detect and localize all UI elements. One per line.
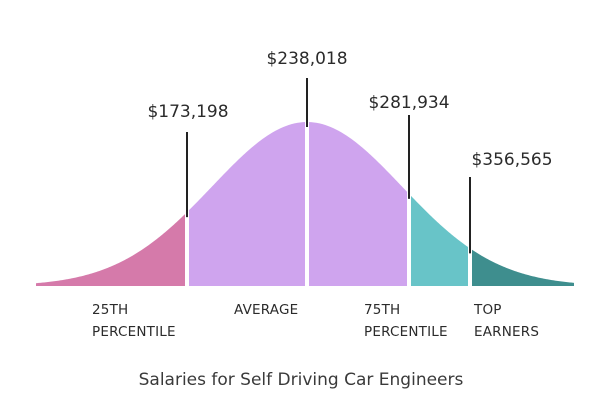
value-label-25th-percentile: $173,198 <box>147 102 228 122</box>
category-label-top-line1: TOP <box>473 302 502 318</box>
segment-25th-percentile <box>36 212 187 286</box>
category-label-75th-line1: 75TH <box>364 302 400 318</box>
value-label-top-earners: $356,565 <box>471 150 552 170</box>
category-label-average: AVERAGE <box>234 302 298 318</box>
chart-caption: Salaries for Self Driving Car Engineers <box>138 370 464 390</box>
category-label-25th-line1: 25TH <box>92 302 128 318</box>
category-label-75th-line2: PERCENTILE <box>364 324 448 340</box>
category-label-25th-line2: PERCENTILE <box>92 324 176 340</box>
value-label-average: $238,018 <box>266 49 347 69</box>
segment-average <box>187 122 409 286</box>
segment-75th-percentile <box>409 193 470 286</box>
category-label-top-line2: EARNERS <box>474 324 539 340</box>
segment-top-earners <box>470 248 574 286</box>
value-label-75th-percentile: $281,934 <box>368 93 449 113</box>
